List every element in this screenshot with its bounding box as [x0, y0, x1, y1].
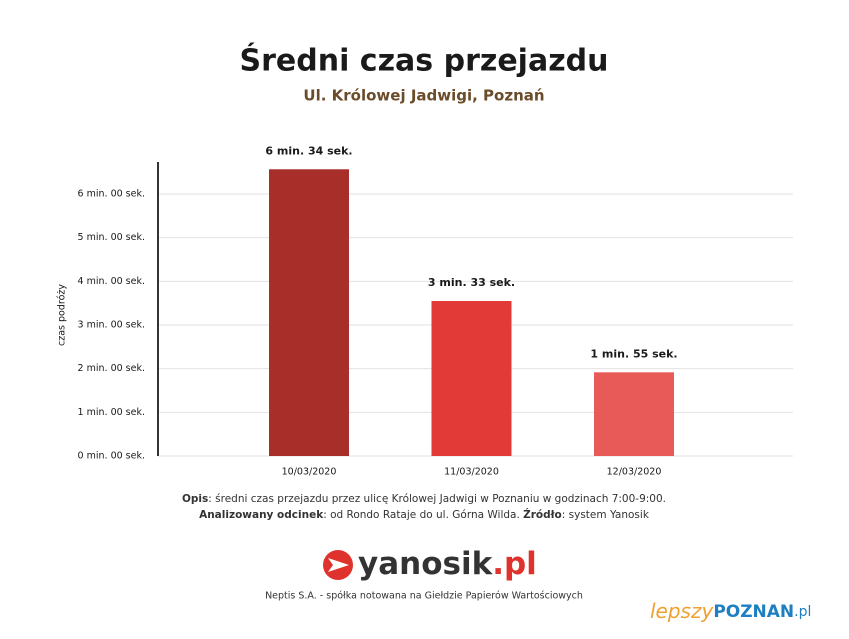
- data-label: 3 min. 33 sek.: [428, 276, 515, 289]
- y-tick-label: 6 min. 00 sek.: [78, 189, 145, 200]
- note-text: : średni czas przejazdu przez ulicę Król…: [208, 493, 666, 505]
- watermark-part: lepszy: [650, 599, 714, 623]
- y-axis-label: czas podróży: [57, 284, 68, 346]
- chart-title: Średni czas przejazdu: [240, 42, 609, 79]
- bar: [594, 372, 674, 456]
- footer: Neptis S.A. - spółka notowana na Giełdzi…: [265, 591, 583, 602]
- data-label: 6 min. 34 sek.: [265, 144, 352, 157]
- logo-suffix: .pl: [492, 546, 537, 582]
- y-tick-label: 3 min. 00 sek.: [78, 320, 145, 331]
- y-tick-label: 1 min. 00 sek.: [78, 407, 145, 418]
- note-text: : system Yanosik: [562, 509, 650, 521]
- watermark-part: POZNAN: [713, 602, 794, 622]
- y-tick-label: 2 min. 00 sek.: [78, 363, 145, 374]
- x-tick-label: 12/03/2020: [607, 467, 662, 478]
- bar: [269, 169, 349, 456]
- note-label: Opis: [182, 493, 208, 505]
- note-line: Analizowany odcinek: od Rondo Rataje do …: [199, 508, 650, 521]
- bar: [431, 300, 512, 456]
- y-tick-label: 5 min. 00 sek.: [78, 232, 145, 243]
- watermark-part: .pl: [794, 604, 811, 620]
- x-tick-label: 11/03/2020: [444, 467, 499, 478]
- chart-subtitle: Ul. Królowej Jadwigi, Poznań: [303, 87, 544, 105]
- logo-icon-arrow: [328, 558, 349, 572]
- logo-name: yanosik: [358, 546, 494, 582]
- note-label: Źródło: [523, 508, 562, 521]
- y-tick-label: 4 min. 00 sek.: [78, 276, 145, 287]
- note-line: Opis: średni czas przejazdu przez ulicę …: [182, 493, 666, 505]
- y-tick-label: 0 min. 00 sek.: [78, 451, 145, 462]
- note-text: : od Rondo Rataje do ul. Górna Wilda.: [323, 509, 523, 521]
- note-label: Analizowany odcinek: [199, 509, 324, 521]
- logo-text: yanosik.pl: [358, 546, 537, 582]
- plot-area: 0 min. 00 sek. 1 min. 00 sek. 2 min. 00 se…: [78, 144, 793, 478]
- logo: yanosik.pl: [323, 546, 537, 582]
- data-label: 1 min. 55 sek.: [590, 347, 677, 360]
- x-tick-label: 10/03/2020: [282, 467, 337, 478]
- watermark: lepszyPOZNAN.pl: [650, 599, 811, 623]
